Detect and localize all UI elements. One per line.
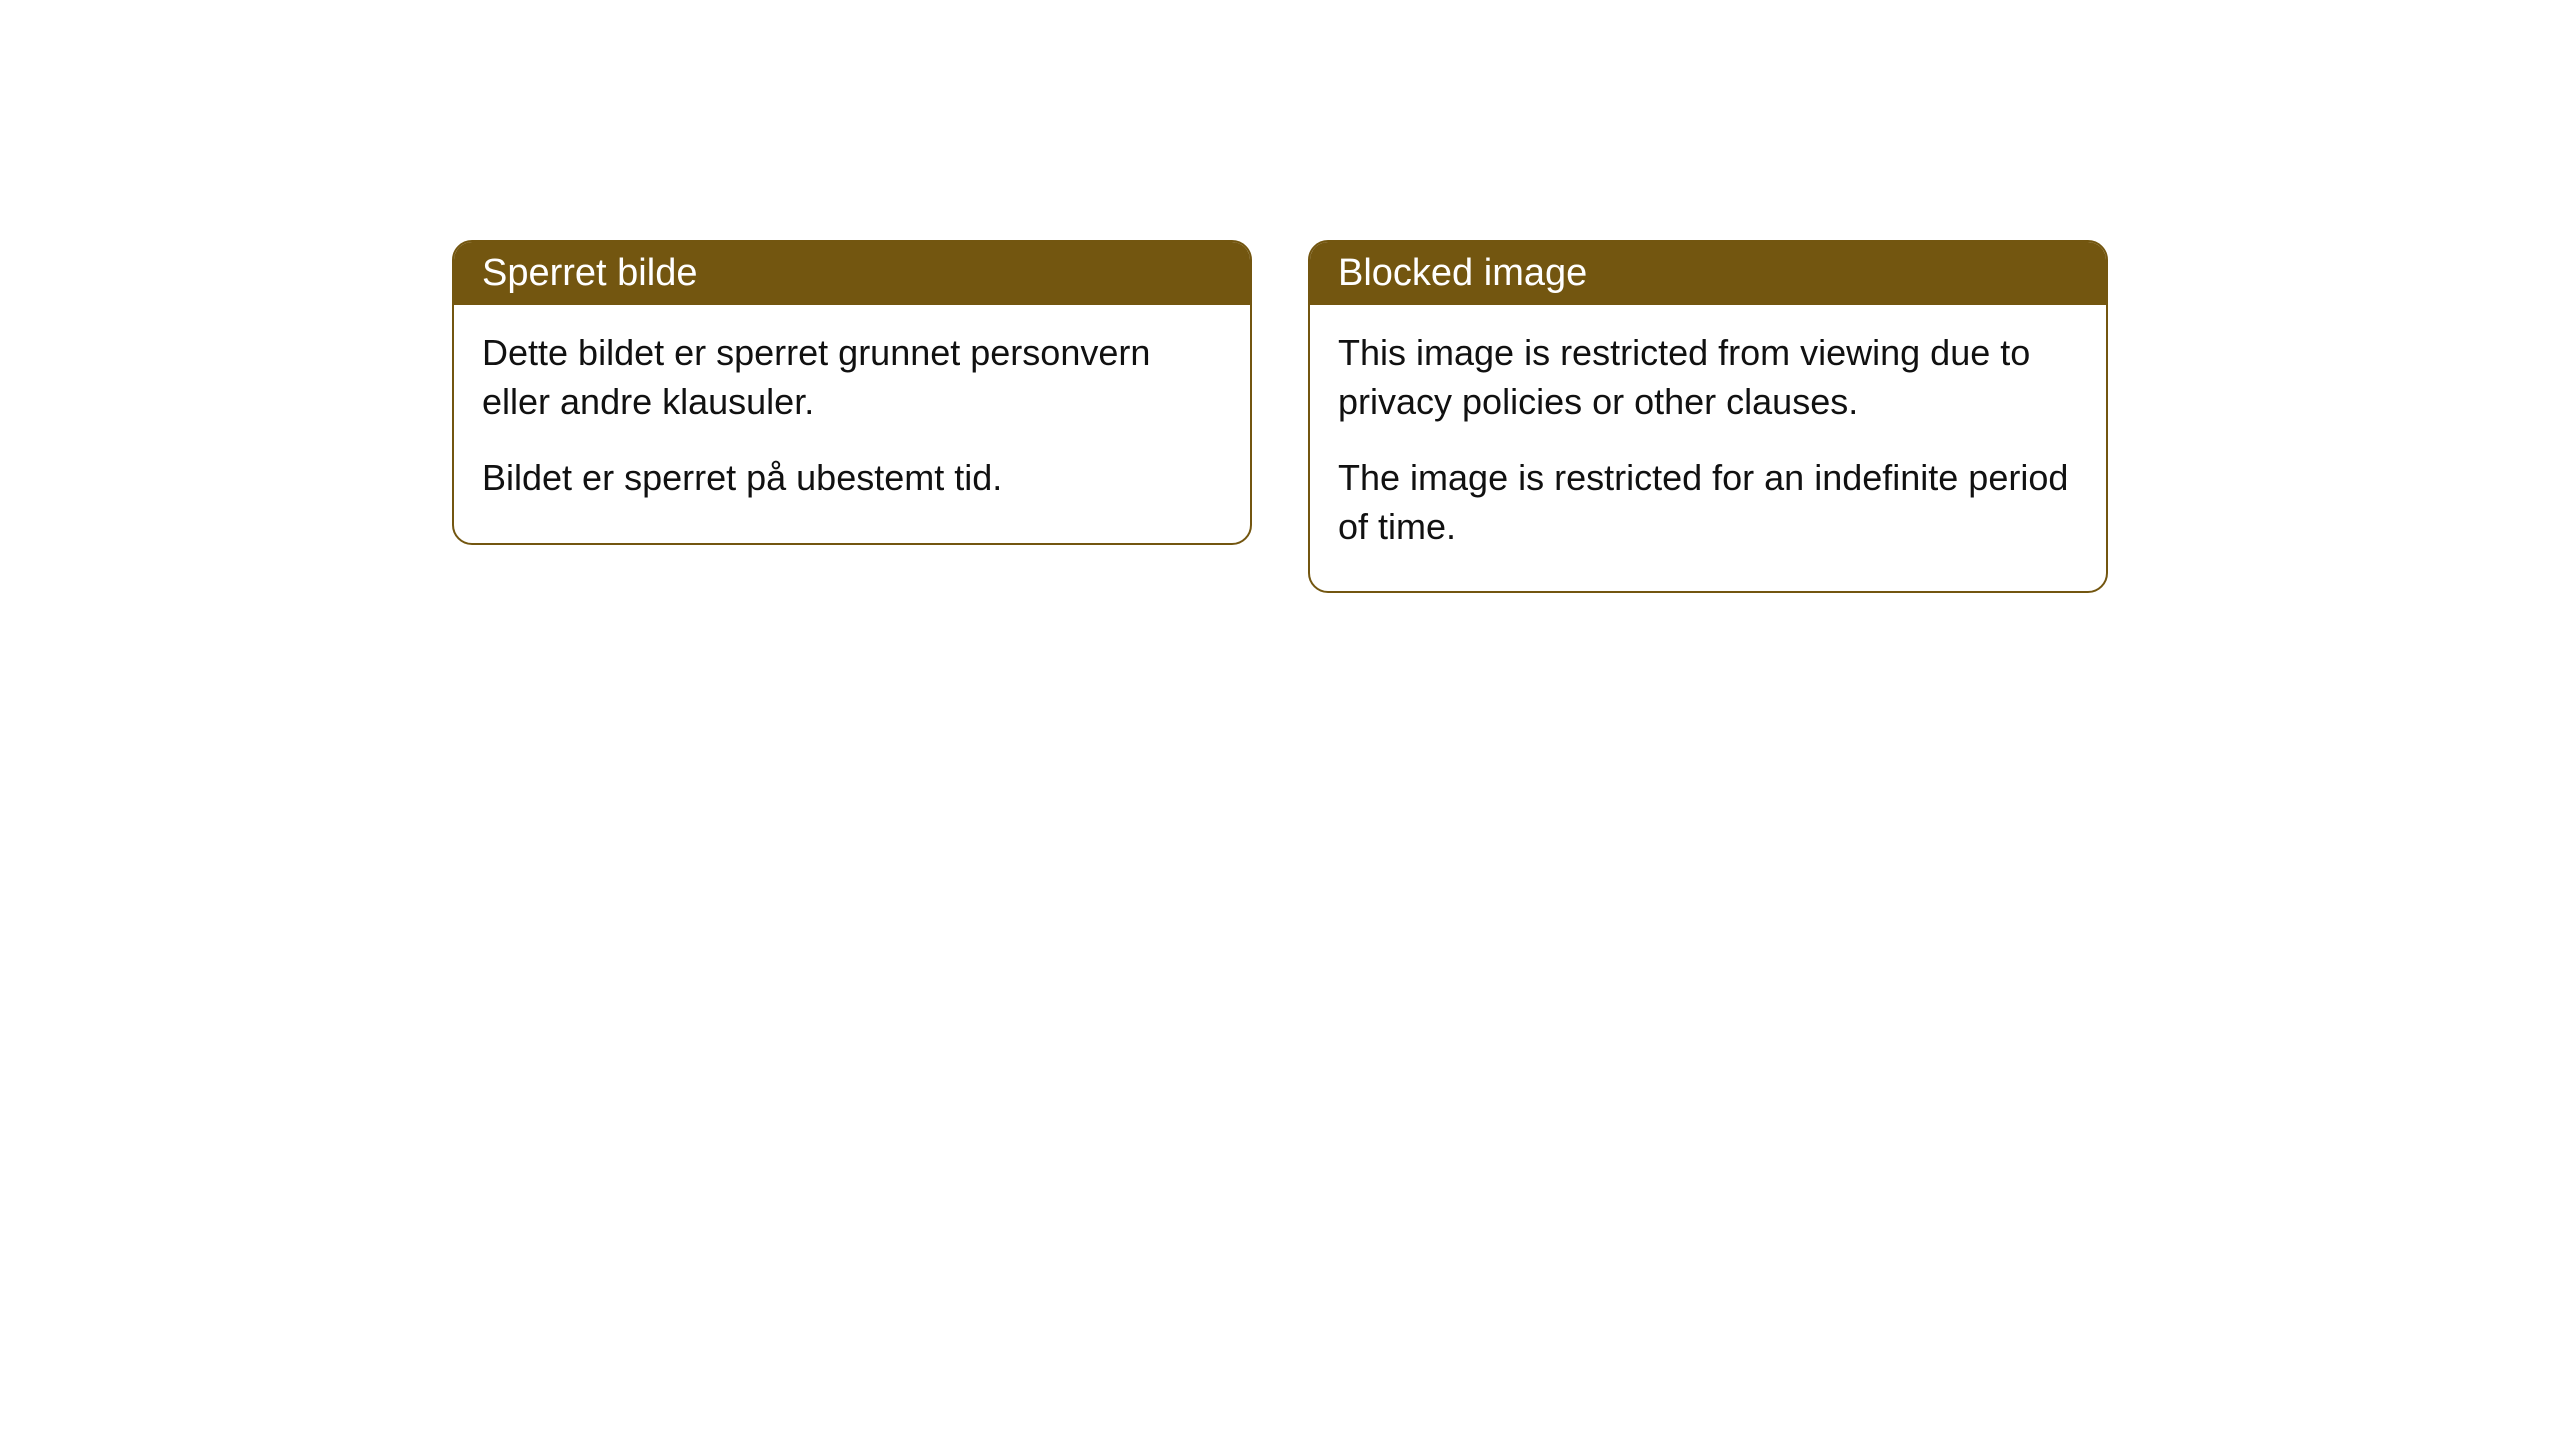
blocked-image-card-norwegian: Sperret bilde Dette bildet er sperret gr… bbox=[452, 240, 1252, 545]
card-title: Sperret bilde bbox=[482, 252, 697, 294]
card-body: Dette bildet er sperret grunnet personve… bbox=[454, 305, 1250, 543]
card-body: This image is restricted from viewing du… bbox=[1310, 305, 2106, 591]
card-header: Sperret bilde bbox=[454, 242, 1250, 305]
card-title: Blocked image bbox=[1338, 252, 1587, 294]
card-header: Blocked image bbox=[1310, 242, 2106, 305]
card-paragraph: This image is restricted from viewing du… bbox=[1338, 329, 2078, 426]
notice-container: Sperret bilde Dette bildet er sperret gr… bbox=[452, 240, 2108, 1440]
card-paragraph: The image is restricted for an indefinit… bbox=[1338, 454, 2078, 551]
card-paragraph: Dette bildet er sperret grunnet personve… bbox=[482, 329, 1222, 426]
card-paragraph: Bildet er sperret på ubestemt tid. bbox=[482, 454, 1222, 503]
blocked-image-card-english: Blocked image This image is restricted f… bbox=[1308, 240, 2108, 593]
